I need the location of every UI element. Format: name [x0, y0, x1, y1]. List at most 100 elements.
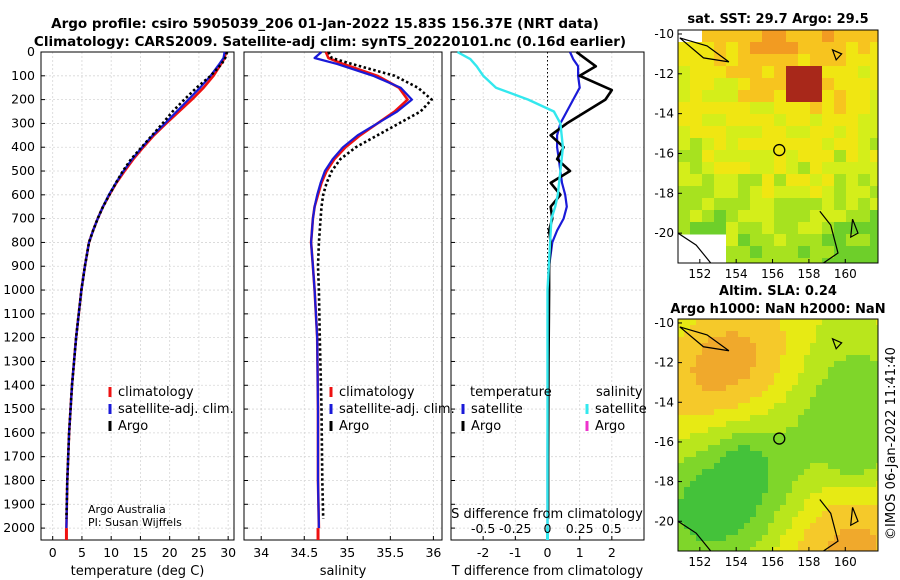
map-cell: [708, 337, 715, 344]
map-cell: [870, 541, 877, 548]
map-cell: [738, 391, 745, 398]
map-cell: [756, 493, 763, 500]
map-cell: [708, 463, 715, 470]
timestamp-label: ©IMOS 06-Jan-2022 11:41:40: [884, 347, 899, 540]
map-cell: [786, 198, 799, 211]
map-cell: [876, 325, 878, 332]
map-cell: [750, 433, 757, 440]
map-cell: [792, 463, 799, 470]
map-cell: [798, 403, 805, 410]
map-cell: [822, 361, 829, 368]
map-cell: [870, 397, 877, 404]
map-cell: [744, 535, 751, 542]
map-cell: [840, 421, 847, 428]
map-cell: [690, 469, 697, 476]
map-cell: [750, 90, 763, 103]
map-cell: [750, 403, 757, 410]
map-cell: [786, 150, 799, 163]
map-cell: [678, 102, 691, 115]
map-cell: [702, 361, 709, 368]
map-cell: [810, 379, 817, 386]
map-cell: [762, 126, 775, 139]
map-cell: [828, 361, 835, 368]
y-tick-label: 2000: [3, 520, 35, 535]
salinity-satellite-difference-line: [456, 50, 565, 529]
map-cell: [792, 343, 799, 350]
map-cell: [792, 493, 799, 500]
map-cell: [864, 541, 871, 548]
map-cell: [732, 385, 739, 392]
map-cell: [702, 529, 709, 536]
map-cell: [792, 367, 799, 374]
map-cell: [870, 66, 878, 79]
map-cell: [870, 523, 877, 530]
map-cell: [744, 331, 751, 338]
map-cell: [678, 186, 691, 199]
legend-label: Argo: [471, 419, 501, 434]
map-cell: [714, 529, 721, 536]
map-cell: [810, 355, 817, 362]
map-cell: [822, 102, 835, 115]
map-cell: [678, 66, 691, 79]
map-cell: [810, 541, 817, 548]
map-cell: [678, 78, 691, 91]
map-cell: [690, 445, 697, 452]
map-cell: [750, 397, 757, 404]
map-cell: [714, 463, 721, 470]
map-cell: [768, 535, 775, 542]
map-cell: [732, 499, 739, 506]
map-cell: [828, 541, 835, 548]
map-cell: [858, 385, 865, 392]
map-y-tick-label: -10: [654, 27, 674, 41]
map-cell: [864, 331, 871, 338]
map-cell: [696, 397, 703, 404]
coastline: [831, 48, 843, 62]
map-cell: [816, 319, 823, 326]
map-cell: [816, 361, 823, 368]
map-cell: [696, 511, 703, 518]
map-y-tick-label: -12: [654, 67, 674, 81]
map-cell: [774, 78, 787, 91]
map-cell: [762, 457, 769, 464]
map-cell: [750, 379, 757, 386]
map-cell: [750, 523, 757, 530]
map-cell: [744, 355, 751, 362]
map-cell: [822, 397, 829, 404]
map-cell: [774, 186, 787, 199]
map-cell: [738, 421, 745, 428]
map-cell: [774, 523, 781, 530]
map-cell: [852, 367, 859, 374]
map-cell: [786, 114, 799, 127]
map-cell: [834, 415, 841, 422]
map-cell: [828, 547, 835, 551]
map-cell: [768, 355, 775, 362]
map-cell: [828, 367, 835, 374]
map-cell: [714, 198, 727, 211]
map-cell: [816, 367, 823, 374]
map-cell: [822, 331, 829, 338]
map-cell: [816, 541, 823, 548]
map-cell: [750, 222, 763, 235]
map-cell: [762, 403, 769, 410]
map-cell: [768, 541, 775, 548]
map-cell: [726, 258, 739, 263]
map-cell: [828, 529, 835, 536]
map-cell: [702, 463, 709, 470]
map-cell: [792, 391, 799, 398]
map-cell: [696, 487, 703, 494]
map-cell: [780, 355, 787, 362]
map-cell: [684, 463, 691, 470]
map-cell: [774, 439, 781, 446]
map-cell: [798, 114, 811, 127]
map-cell: [702, 198, 715, 211]
map-cell: [738, 415, 745, 422]
map-cell: [714, 535, 721, 542]
map-cell: [768, 349, 775, 356]
map-cell: [786, 102, 799, 115]
map-cell: [750, 421, 757, 428]
map-cell: [846, 469, 853, 476]
map-cell: [732, 391, 739, 398]
map-cell: [840, 481, 847, 488]
map-cell: [678, 397, 685, 404]
map-cell: [840, 547, 847, 551]
